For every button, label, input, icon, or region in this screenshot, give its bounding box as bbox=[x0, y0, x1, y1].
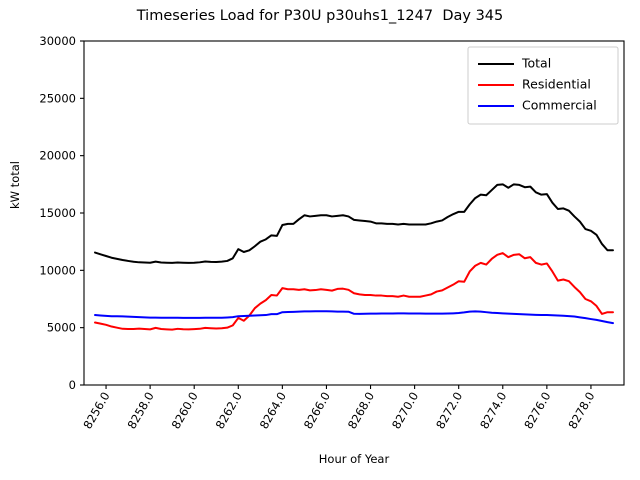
x-tick-label: 8256.0 bbox=[80, 390, 112, 432]
legend-label-residential: Residential bbox=[522, 77, 591, 92]
series-line-residential bbox=[94, 252, 614, 331]
x-tick-label: 8258.0 bbox=[124, 390, 156, 432]
axes-spines bbox=[83, 40, 625, 386]
x-axis-label: Hour of Year bbox=[318, 452, 390, 466]
x-tick-label: 8260.0 bbox=[169, 390, 201, 432]
x-tick-label: 8278.0 bbox=[565, 390, 597, 432]
x-axis-ticks: 8256.0 8258.0 8260.0 8262.0 8264.0 8266.0 8268… bbox=[80, 385, 598, 432]
y-axis-ticks: 0 5000 10000 15000 20000 25000 30000 bbox=[39, 34, 84, 392]
y-tick-label: 5000 bbox=[47, 321, 76, 335]
plot-frame bbox=[83, 40, 625, 386]
y-tick-label: 0 bbox=[69, 378, 76, 392]
x-tick-label: 8274.0 bbox=[477, 390, 509, 432]
y-tick-label: 30000 bbox=[39, 34, 76, 48]
series-line-commercial bbox=[94, 310, 614, 325]
y-tick-label: 10000 bbox=[39, 263, 76, 277]
x-tick-label: 8270.0 bbox=[389, 390, 421, 432]
x-tick-label: 8276.0 bbox=[521, 390, 553, 432]
x-tick-label: 8272.0 bbox=[433, 390, 465, 432]
legend-label-total: Total bbox=[521, 56, 551, 71]
data-series-group bbox=[94, 183, 614, 331]
legend-frame bbox=[467, 46, 619, 125]
series-line-total bbox=[94, 183, 614, 264]
legend-label-commercial: Commercial bbox=[522, 98, 597, 113]
chart-title: Timeseries Load for P30U p30uhs1_1247 Da… bbox=[136, 8, 504, 24]
chart-legend: Total Residential Commercial bbox=[467, 46, 619, 125]
x-tick-label: 8264.0 bbox=[257, 390, 289, 432]
y-tick-label: 20000 bbox=[39, 149, 76, 163]
y-tick-label: 25000 bbox=[39, 91, 76, 105]
x-tick-label: 8268.0 bbox=[345, 390, 377, 432]
x-tick-label: 8262.0 bbox=[213, 390, 245, 432]
y-tick-label: 15000 bbox=[39, 206, 76, 220]
x-tick-label: 8266.0 bbox=[301, 390, 333, 432]
